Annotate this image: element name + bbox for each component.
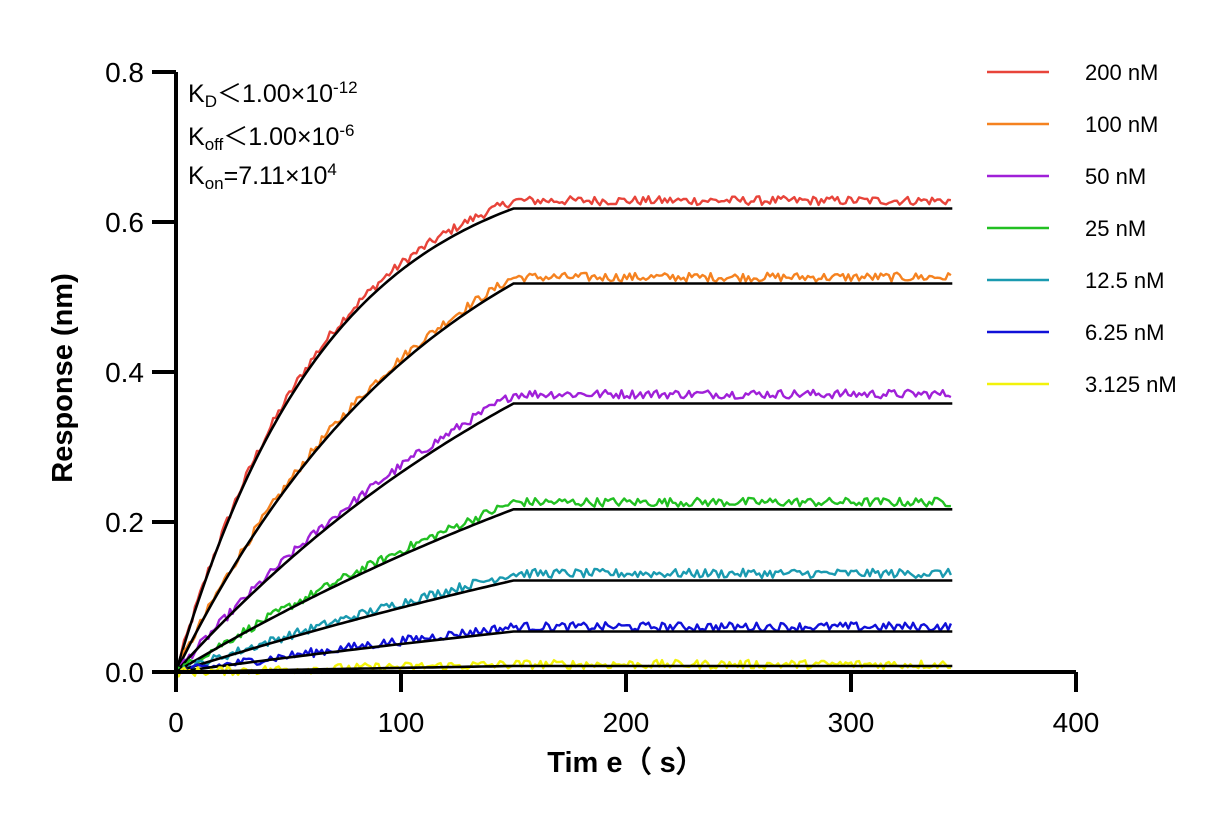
koff-annotation: Koff＜1.00×10-6 xyxy=(188,121,355,154)
x-tick-label: 0 xyxy=(168,707,184,738)
legend-label: 12.5 nM xyxy=(1085,268,1165,293)
legend-label: 6.25 nM xyxy=(1085,320,1165,345)
legend-label: 100 nM xyxy=(1085,112,1158,137)
y-axis-title: Response (nm) xyxy=(47,273,79,482)
series-6-25-nM-fit-line xyxy=(175,630,953,674)
y-tick-label: 0.2 xyxy=(105,507,144,538)
series-layer xyxy=(174,194,953,678)
y-tick-label: 0.8 xyxy=(105,57,144,88)
legend-label: 3.125 nM xyxy=(1085,372,1177,397)
x-tick-label: 300 xyxy=(828,707,875,738)
series-25-nM-fit-line xyxy=(175,507,953,674)
series-12-5-nM-fit-line xyxy=(175,579,953,674)
series-12-5-nM-data-line xyxy=(175,567,952,676)
x-axis-title: Tim e（ s） xyxy=(547,746,704,779)
y-tick-label: 0.0 xyxy=(105,657,144,688)
legend-label: 200 nM xyxy=(1085,60,1158,85)
series-6-25-nM-data-line xyxy=(175,621,953,677)
series-50-nM-fit-line xyxy=(175,402,953,673)
series-100-nM-fit-line xyxy=(174,282,953,673)
legend-label: 50 nM xyxy=(1085,164,1146,189)
legend-label: 25 nM xyxy=(1085,216,1146,241)
x-tick-label: 200 xyxy=(603,707,650,738)
x-tick-label: 100 xyxy=(378,707,425,738)
series-25-nM-data-line xyxy=(174,496,951,674)
kon-annotation: Kon=7.11×104 xyxy=(188,160,337,193)
kd-annotation: KD＜1.00×10-12 xyxy=(188,78,358,111)
y-tick-label: 0.6 xyxy=(105,207,144,238)
series-200-nM-data-line xyxy=(174,194,952,673)
x-tick-label: 400 xyxy=(1053,707,1100,738)
series-50-nM-data-line xyxy=(175,388,952,674)
y-tick-label: 0.4 xyxy=(105,357,144,388)
series-200-nM-fit-line xyxy=(174,207,953,673)
axes-layer: 0 100 200 300 400 0.0 0.2 0.4 0.6 0.8 xyxy=(105,57,1099,738)
legend: 200 nM 100 nM 50 nM 25 nM 12.5 nM 6.25 nM 3.12… xyxy=(987,60,1177,397)
series-100-nM-data-line xyxy=(174,271,952,673)
